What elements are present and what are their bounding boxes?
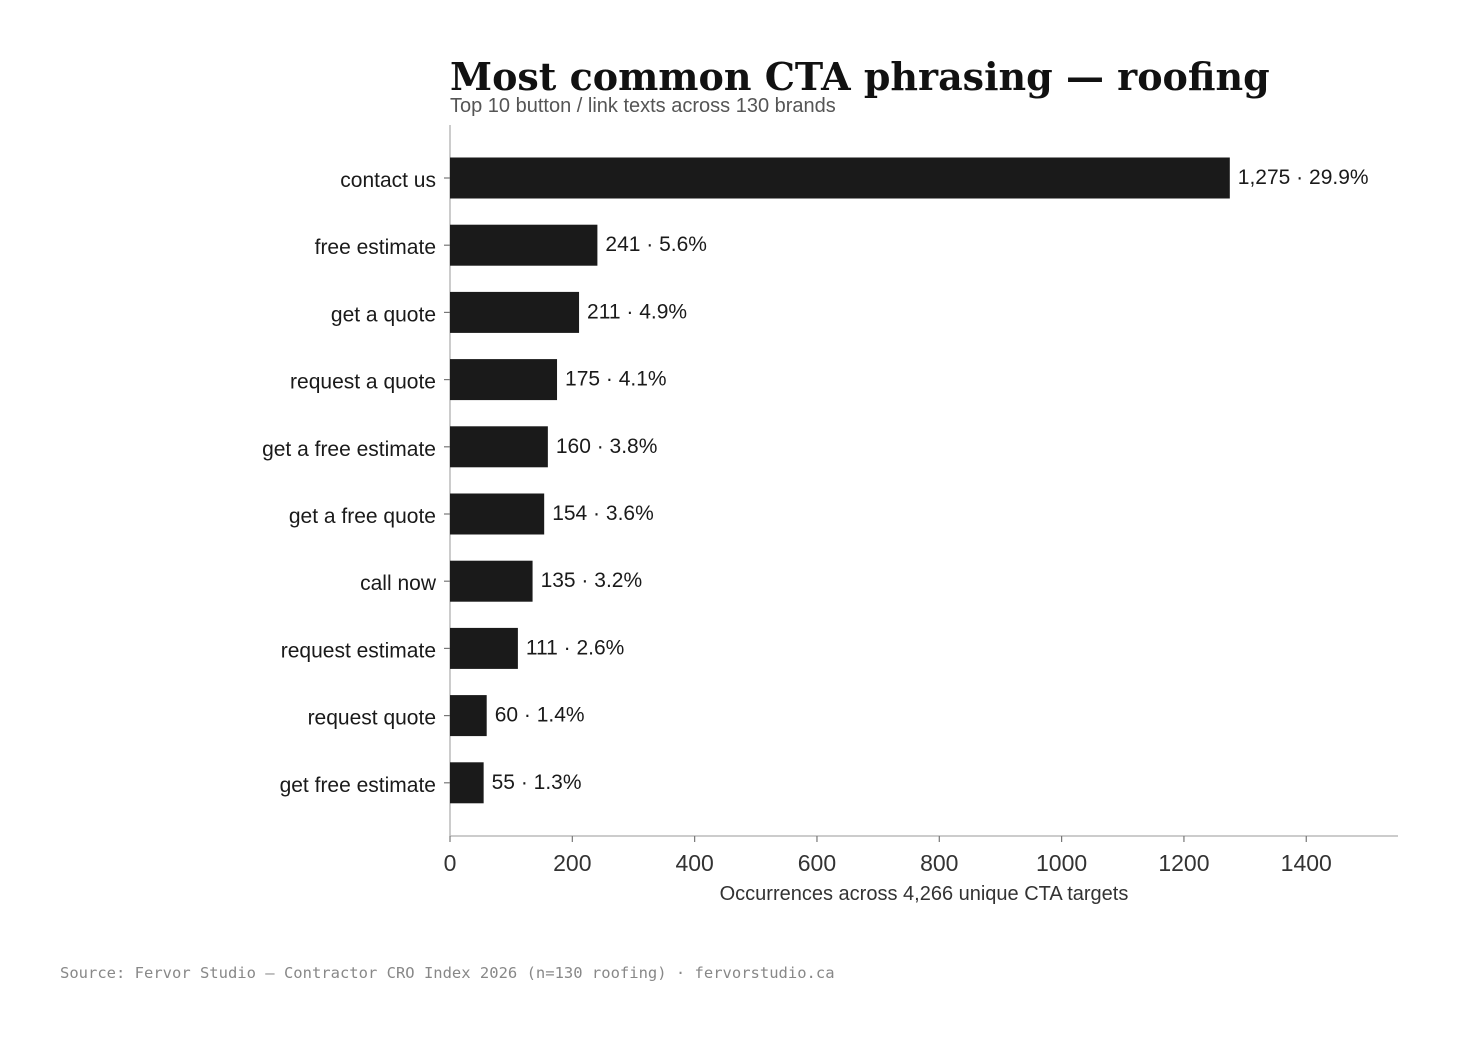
y-tick-label: get a quote <box>331 303 436 326</box>
x-tick-label: 1200 <box>1158 850 1209 876</box>
chart-title: Most common CTA phrasing — roofing <box>450 54 1270 99</box>
data-label: 55 · 1.3% <box>492 771 582 794</box>
data-label: 175 · 4.1% <box>565 368 667 391</box>
data-label: 241 · 5.6% <box>605 233 707 256</box>
bar <box>450 224 598 266</box>
y-tick-label: contact us <box>340 169 436 192</box>
x-ticks: 0 200 400 600 800 1000 1200 1400 <box>444 836 1332 876</box>
bar <box>450 762 484 804</box>
bar <box>450 560 533 602</box>
y-tick-label: free estimate <box>315 236 436 259</box>
data-label: 1,275 · 29.9% <box>1238 166 1369 189</box>
x-tick-label: 800 <box>920 850 958 876</box>
chart-subtitle: Top 10 button / link texts across 130 br… <box>450 95 836 117</box>
data-label: 211 · 4.9% <box>587 300 687 323</box>
bar <box>450 426 548 468</box>
bars: contact us 1,275 · 29.9% free estimate 241 … <box>262 157 1369 804</box>
bar <box>450 359 558 401</box>
bar <box>450 157 1230 199</box>
x-tick-label: 1000 <box>1036 850 1087 876</box>
y-tick-label: get a free estimate <box>262 438 436 461</box>
y-tick-label: get free estimate <box>280 774 436 797</box>
data-label: 135 · 3.2% <box>541 569 643 592</box>
x-tick-label: 600 <box>798 850 836 876</box>
bar <box>450 627 518 669</box>
y-tick-label: request a quote <box>290 371 436 394</box>
data-label: 60 · 1.4% <box>495 704 585 727</box>
x-axis-title: Occurrences across 4,266 unique CTA targ… <box>720 883 1129 905</box>
data-label: 154 · 3.6% <box>552 502 654 525</box>
x-tick-label: 200 <box>553 850 591 876</box>
source-note: Source: Fervor Studio — Contractor CRO I… <box>60 964 835 982</box>
x-tick-label: 0 <box>444 850 457 876</box>
x-tick-label: 400 <box>675 850 713 876</box>
bar <box>450 695 487 737</box>
bar <box>450 291 580 333</box>
y-tick-label: get a free quote <box>289 505 436 528</box>
y-tick-label: request quote <box>308 707 436 730</box>
y-tick-label: call now <box>360 572 437 595</box>
plot-area: contact us 1,275 · 29.9% free estimate 241 … <box>262 125 1398 876</box>
y-tick-label: request estimate <box>281 639 436 662</box>
bar <box>450 493 545 535</box>
data-label: 160 · 3.8% <box>556 435 658 458</box>
x-tick-label: 1400 <box>1281 850 1332 876</box>
data-label: 111 · 2.6% <box>526 636 624 659</box>
